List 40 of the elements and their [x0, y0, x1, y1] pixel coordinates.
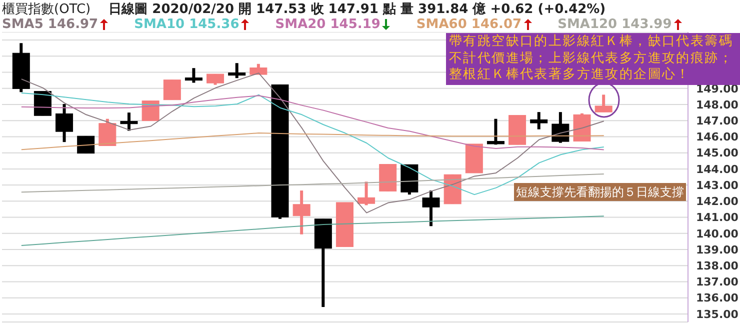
- candlestick: [120, 112, 138, 131]
- y-tick-label: 136.00: [696, 292, 739, 305]
- y-tick-label: 144.00: [696, 162, 739, 176]
- text: SMA60 146.07: [416, 16, 523, 32]
- y-tick-label: 146.00: [696, 130, 739, 144]
- candlestick: [358, 182, 376, 206]
- y-tick-label: 137.00: [696, 276, 739, 289]
- annotation: 帶有跳空缺口的上影線紅Ｋ棒，缺口代表籌碼不計代價進場；上影線代表多方進攻的痕跡；整根紅Ｋ棒代表著多方進攻的企圖心！: [449, 34, 733, 82]
- chart-subtitle: 日線圖 2020/02/20 開 147.53 收 147.91 點 量 391.84 億 +0.62 (+0.42%): [108, 0, 606, 18]
- y-tick-label: 143.00: [696, 178, 739, 192]
- candlestick: [292, 190, 310, 234]
- candlestick: [98, 118, 116, 146]
- candlestick: [77, 136, 95, 154]
- y-tick-label: 148.00: [696, 98, 739, 112]
- candlestick: [184, 68, 202, 83]
- text: SMA120 143.99: [558, 16, 673, 32]
- chart-title: 櫃買指數(OTC): [2, 1, 91, 18]
- y-tick-label: 135.00: [696, 308, 739, 321]
- candlestick: [228, 63, 246, 78]
- candlestick: [594, 94, 612, 112]
- y-tick-label: 139.00: [696, 243, 739, 256]
- candlestick: [422, 190, 440, 226]
- text: SMA20 145.19: [275, 16, 382, 32]
- candlestick: [56, 104, 74, 142]
- text: SMA10 145.36: [134, 16, 240, 32]
- y-tick-label: 147.00: [696, 114, 739, 128]
- y-tick-label: 141.00: [696, 211, 739, 224]
- y-tick-label: 142.00: [696, 195, 739, 208]
- candlestick: [206, 74, 224, 85]
- y-tick-label: 138.00: [696, 260, 739, 273]
- y-tick-label: 140.00: [696, 227, 739, 240]
- line-series: [20, 216, 604, 246]
- y-tick-label: 145.00: [696, 146, 739, 160]
- text: SMA5 146.97: [2, 16, 100, 32]
- candlestick: [530, 112, 548, 130]
- y-tick-label: 149.00: [696, 82, 739, 96]
- candlestick: [163, 80, 181, 100]
- candlestick: [486, 118, 504, 145]
- annotation: 短線支撐先看翻揚的５日線支撐: [514, 183, 686, 201]
- line-series: [20, 95, 604, 150]
